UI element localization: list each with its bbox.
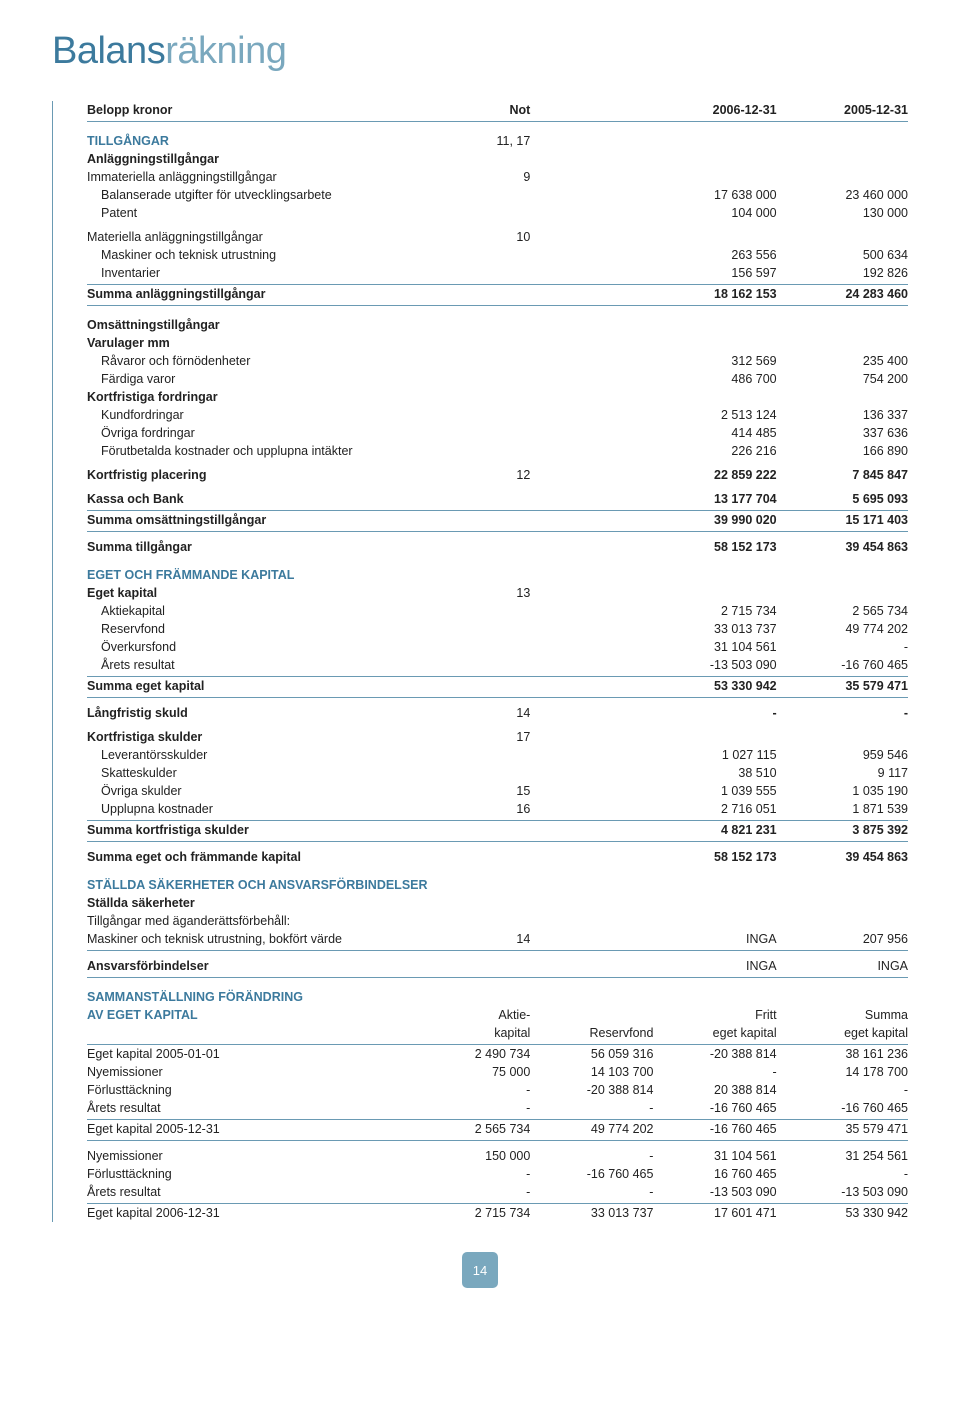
title-part2: räkning [165, 30, 286, 72]
table-row: Färdiga varor486 700754 200 [87, 370, 908, 388]
table-row: Leverantörsskulder1 027 115959 546 [87, 746, 908, 764]
summa-ek-frammande: Summa eget och främmande kapital58 152 1… [87, 842, 908, 867]
table-row: Inventarier156 597192 826 [87, 264, 908, 285]
col-y1: 2006-12-31 [653, 101, 776, 122]
table-row: Nyemissioner75 00014 103 700-14 178 700 [87, 1063, 908, 1081]
eq-total: Eget kapital 2006-12-312 715 73433 013 7… [87, 1204, 908, 1223]
table-row: Upplupna kostnader162 716 0511 871 539 [87, 800, 908, 821]
title-part1: Balans [52, 30, 165, 72]
col-not: Not [448, 101, 530, 122]
table-row: Aktiekapital2 715 7342 565 734 [87, 602, 908, 620]
col-y2: 2005-12-31 [777, 101, 908, 122]
tillgangar-heading: TILLGÅNGAR [87, 122, 448, 151]
balance-sheet: Belopp kronor Not 2006-12-31 2005-12-31 … [52, 101, 908, 1222]
table-row: Balanserade utgifter för utvecklingsarbe… [87, 186, 908, 204]
table-row: Eget kapital 2005-01-012 490 73456 059 3… [87, 1045, 908, 1064]
table-row: Övriga skulder151 039 5551 035 190 [87, 782, 908, 800]
stallda-heading: STÄLLDA SÄKERHETER OCH ANSVARSFÖRBINDELS… [87, 866, 448, 894]
table-row: Årets resultat---13 503 090-13 503 090 [87, 1183, 908, 1204]
table-row: Skatteskulder38 5109 117 [87, 764, 908, 782]
table-row: Reservfond33 013 73749 774 202 [87, 620, 908, 638]
kassa-bank: Kassa och Bank13 177 7045 695 093 [87, 484, 908, 511]
table-row: Årets resultat-13 503 090-16 760 465 [87, 656, 908, 677]
table-row: Nyemissioner150 000-31 104 56131 254 561 [87, 1141, 908, 1166]
eget-heading: EGET OCH FRÄMMANDE KAPITAL [87, 556, 448, 584]
table-row: Immateriella anläggningstillgångar9 [87, 168, 908, 186]
mat-heading: Materiella anläggningstillgångar [87, 222, 448, 246]
page-title: Balansräkning [52, 30, 908, 73]
page-number: 14 [473, 1263, 487, 1278]
page-number-badge: 14 [462, 1252, 498, 1288]
eq-subtotal1: Eget kapital 2005-12-312 565 73449 774 2… [87, 1120, 908, 1141]
oms-heading: Omsättningstillgångar [87, 306, 448, 335]
table-row: Förlusttäckning--20 388 81420 388 814- [87, 1081, 908, 1099]
langfristig: Långfristig skuld14-- [87, 698, 908, 723]
stallda-row: Maskiner och teknisk utrustning, bokfört… [87, 930, 908, 951]
kortfristig-placering: Kortfristig placering1222 859 2227 845 8… [87, 460, 908, 484]
tillgangar-not: 11, 17 [448, 122, 530, 151]
table-row: Överkursfond31 104 561- [87, 638, 908, 656]
table-row: Övriga fordringar414 485337 636 [87, 424, 908, 442]
sum-ek: Summa eget kapital53 330 94235 579 471 [87, 677, 908, 698]
table-row: Förutbetalda kostnader och upplupna intä… [87, 442, 908, 460]
table-header: Belopp kronor Not 2006-12-31 2005-12-31 [87, 101, 908, 122]
ansvar-row: AnsvarsförbindelserINGAINGA [87, 951, 908, 978]
anlaggn-heading: Anläggningstillgångar [87, 150, 448, 168]
summa-tillgangar: Summa tillgångar58 152 17339 454 863 [87, 532, 908, 557]
table-row: Patent104 000130 000 [87, 204, 908, 222]
table-row: Förlusttäckning--16 760 46516 760 465- [87, 1165, 908, 1183]
table-row: Årets resultat---16 760 465-16 760 465 [87, 1099, 908, 1120]
eq-heading: SAMMANSTÄLLNING FÖRÄNDRING [87, 978, 908, 1007]
table-row: Maskiner och teknisk utrustning263 55650… [87, 246, 908, 264]
table-row: Kundfordringar2 513 124136 337 [87, 406, 908, 424]
table-row: Råvaror och förnödenheter312 569235 400 [87, 352, 908, 370]
sum-oms: Summa omsättningstillgångar39 990 02015 … [87, 511, 908, 532]
sum-ks: Summa kortfristiga skulder4 821 2313 875… [87, 821, 908, 842]
balance-table: Belopp kronor Not 2006-12-31 2005-12-31 … [87, 101, 908, 1222]
sum-anlaggn: Summa anläggningstillgångar18 162 15324 … [87, 285, 908, 306]
col-label: Belopp kronor [87, 101, 448, 122]
